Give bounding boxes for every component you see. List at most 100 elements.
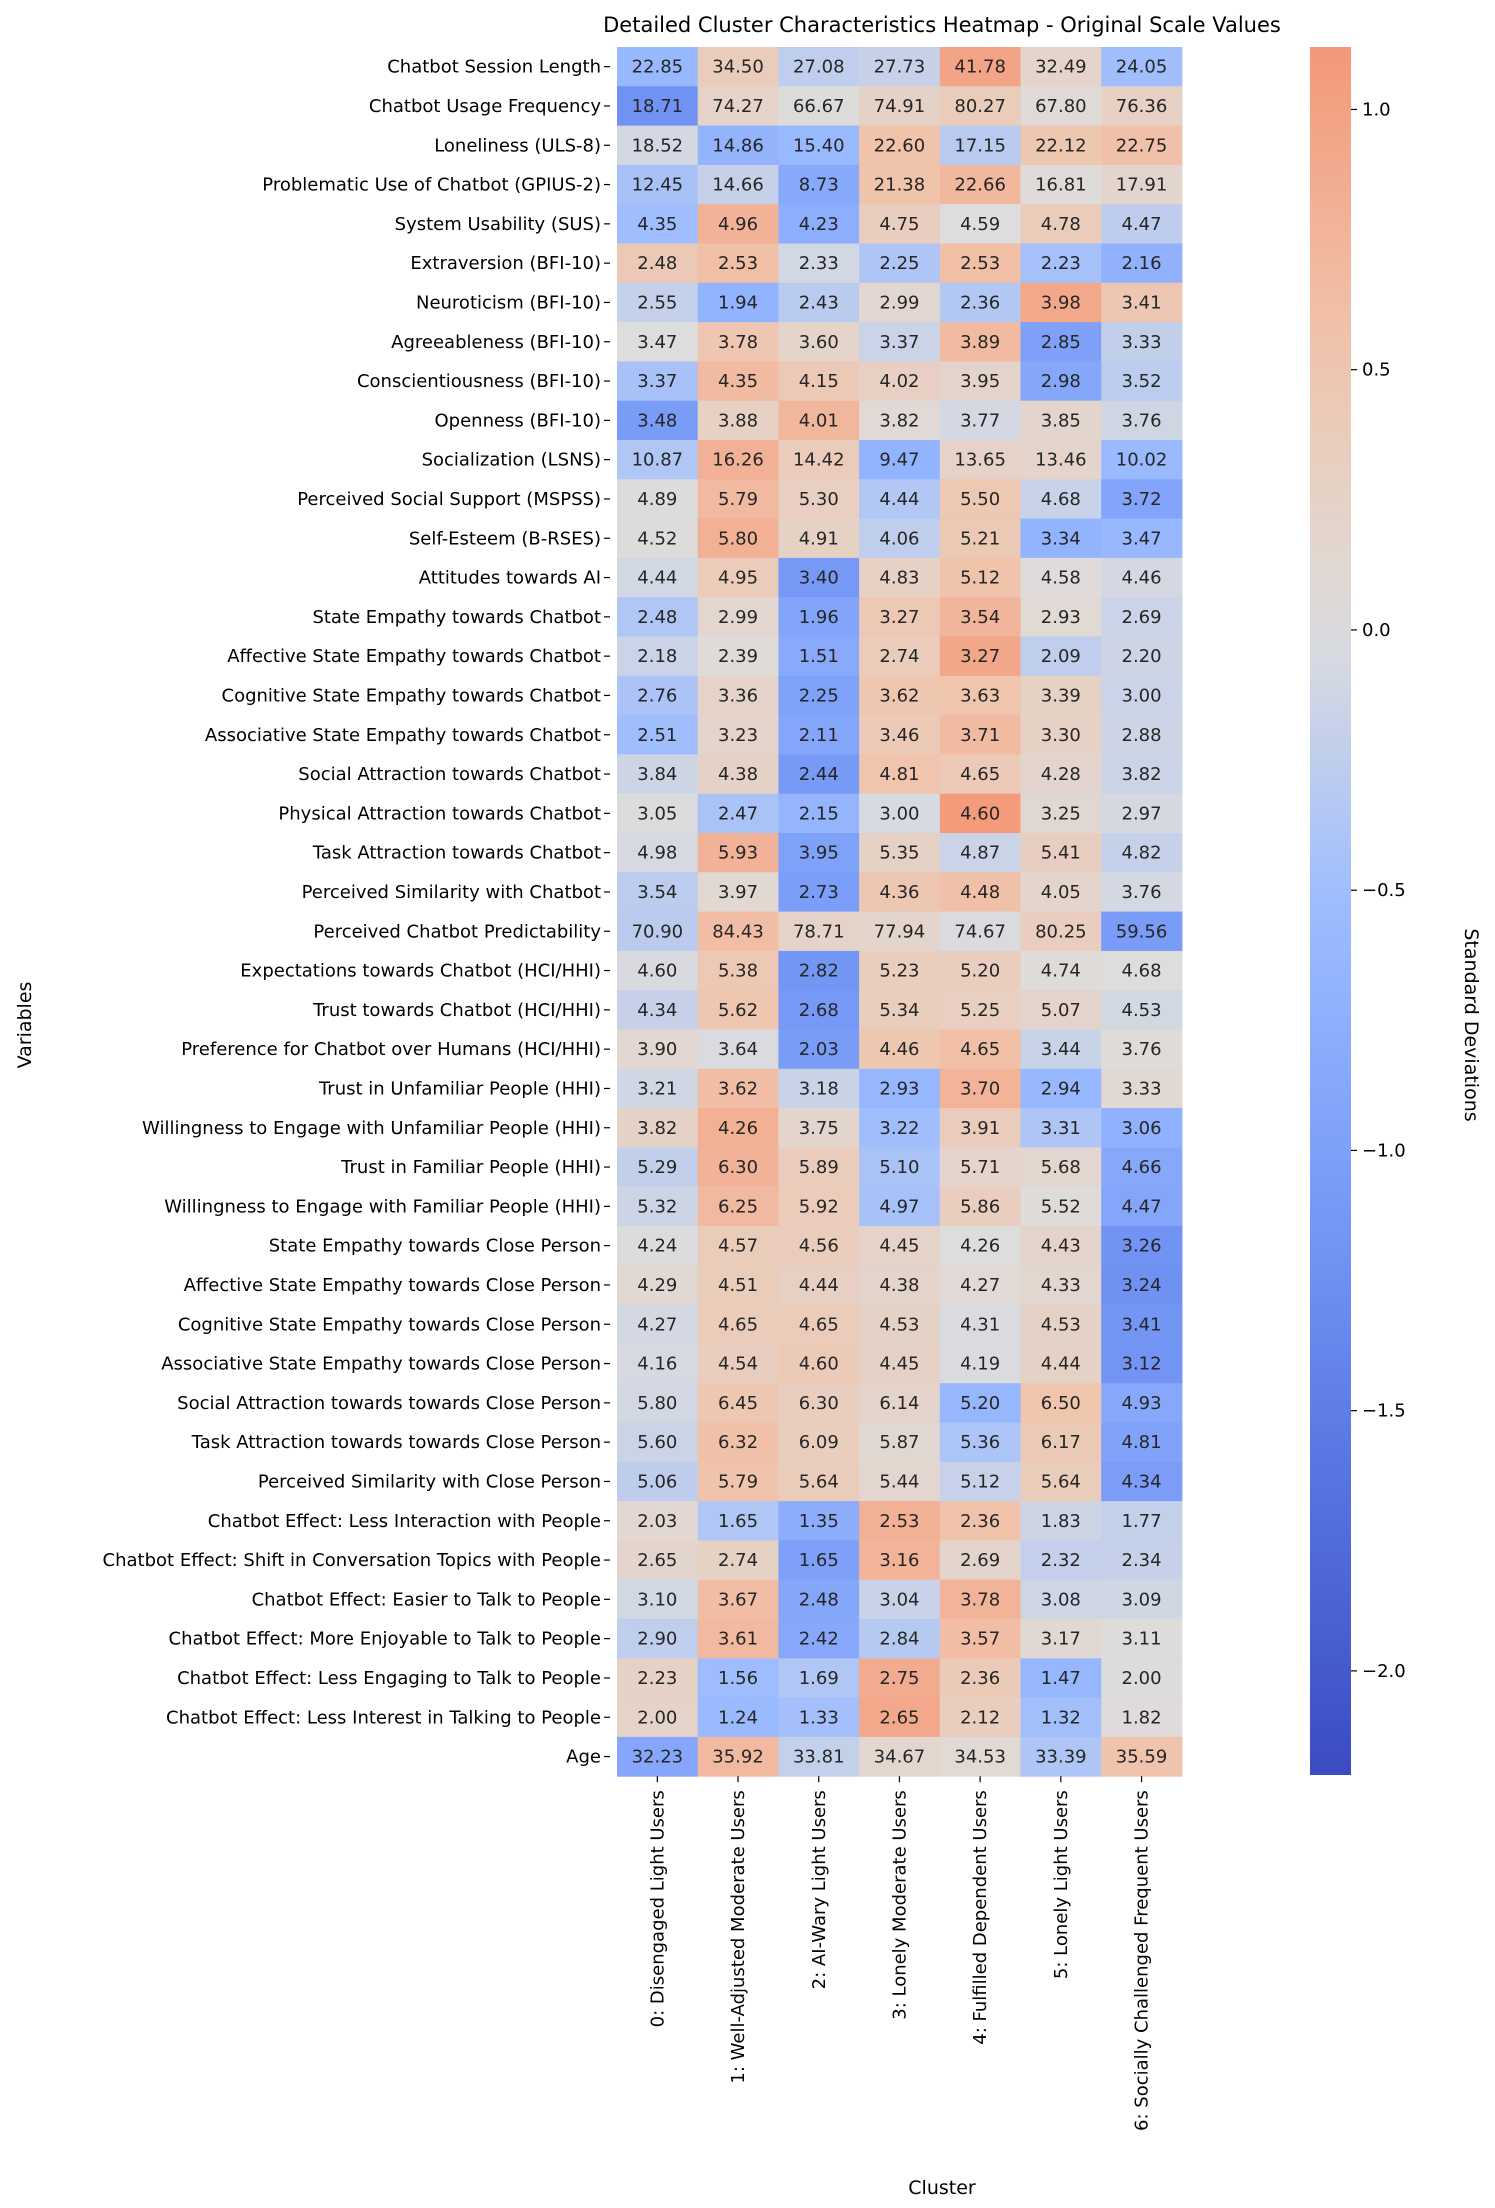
heatmap-cell: [1101, 1147, 1183, 1188]
cell-value-label: 3.78: [718, 332, 758, 353]
cell-value-label: 27.73: [874, 57, 926, 78]
heatmap-cell: [697, 1658, 779, 1699]
heatmap-cell: [778, 282, 860, 323]
heatmap-cell: [859, 125, 941, 166]
colorbar-label: Standard Deviations: [1460, 928, 1482, 1121]
row-label: Perceived Similarity with Chatbot: [302, 882, 601, 903]
heatmap-cell: [859, 1304, 941, 1345]
heatmap-cell: [697, 990, 779, 1030]
heatmap-cell: [1101, 1304, 1183, 1345]
heatmap-cell: [778, 990, 860, 1030]
cell-value-label: 3.76: [1122, 1039, 1162, 1060]
cell-value-label: 5.64: [799, 1471, 839, 1492]
colorbar-tick-label: 0.0: [1362, 620, 1391, 641]
row-label: Attitudes towards AI: [419, 568, 601, 589]
cell-value-label: 5.20: [960, 961, 1000, 982]
heatmap-cell: [1020, 400, 1102, 441]
cell-value-label: 14.86: [712, 135, 764, 156]
heatmap-cell: [778, 872, 860, 913]
row-label: Associative State Empathy towards Close …: [161, 1354, 601, 1375]
cell-value-label: 22.60: [874, 135, 926, 156]
heatmap-cell: [1020, 715, 1102, 755]
cell-value-label: 4.53: [879, 1314, 919, 1335]
cell-value-label: 3.41: [1122, 292, 1162, 313]
cell-value-label: 4.52: [637, 528, 677, 549]
cell-value-label: 4.83: [879, 568, 919, 589]
heatmap-cell: [778, 833, 860, 873]
cell-value-label: 5.06: [637, 1471, 677, 1492]
y-axis-label: Variables: [14, 982, 36, 1069]
heatmap-cell: [697, 1147, 779, 1188]
cell-value-label: 5.23: [879, 961, 919, 982]
heatmap-cell: [617, 1304, 699, 1345]
heatmap-cell: [859, 872, 941, 913]
heatmap-cell: [859, 1619, 941, 1659]
cell-value-label: 4.66: [1122, 1157, 1162, 1178]
cell-value-label: 2.51: [637, 725, 677, 746]
heatmap-cell: [1101, 833, 1183, 873]
heatmap-cell: [697, 1304, 779, 1345]
cell-value-label: 3.21: [637, 1078, 677, 1099]
heatmap-cell: [1101, 125, 1183, 166]
row-label: Cognitive State Empathy towards Close Pe…: [178, 1314, 601, 1335]
cell-value-label: 4.96: [718, 214, 758, 235]
cell-value-label: 4.34: [1122, 1471, 1162, 1492]
cell-value-label: 3.84: [637, 764, 677, 785]
heatmap-cell: [697, 754, 779, 795]
cell-value-label: 4.05: [1041, 882, 1081, 903]
heatmap-cell: [939, 1540, 1021, 1581]
heatmap-cell: [778, 1304, 860, 1345]
heatmap-cell: [939, 990, 1021, 1030]
heatmap-cell: [778, 400, 860, 441]
heatmap-cell: [697, 911, 779, 952]
heatmap-cell: [1020, 597, 1102, 637]
cell-value-label: 4.45: [879, 1236, 919, 1257]
cell-value-label: 3.95: [799, 843, 839, 864]
row-label: Task Attraction towards Chatbot: [312, 843, 601, 864]
heatmap-cell: [1101, 872, 1183, 913]
heatmap-cell: [697, 282, 779, 323]
heatmap-cell: [1101, 47, 1183, 87]
heatmap-cell: [697, 243, 779, 284]
cell-value-label: 3.95: [960, 371, 1000, 392]
heatmap-cell: [617, 47, 699, 87]
cell-value-label: 18.71: [632, 96, 684, 117]
cell-value-label: 3.77: [960, 410, 1000, 431]
heatmap-cell: [939, 1383, 1021, 1423]
heatmap-cell: [778, 675, 860, 716]
heatmap-cell: [697, 557, 779, 598]
cell-value-label: 35.92: [712, 1747, 764, 1768]
cell-value-label: 4.27: [960, 1275, 1000, 1296]
cell-value-label: 2.93: [879, 1078, 919, 1099]
heatmap-cell: [1020, 282, 1102, 323]
row-label: Preference for Chatbot over Humans (HCI/…: [181, 1039, 601, 1060]
heatmap-cell: [1020, 1029, 1102, 1070]
cell-value-label: 5.36: [960, 1432, 1000, 1453]
cell-value-label: 80.27: [954, 96, 1006, 117]
heatmap-cell: [939, 1068, 1021, 1109]
row-label: Self-Esteem (B-RSES): [409, 528, 601, 549]
cell-value-label: 2.00: [637, 1707, 677, 1728]
cell-value-label: 14.42: [793, 450, 845, 471]
cell-value-label: 13.65: [954, 450, 1006, 471]
cell-value-label: 4.34: [637, 1000, 677, 1021]
row-label: Perceived Social Support (MSPSS): [297, 489, 601, 510]
heatmap-cell: [859, 1029, 941, 1070]
heatmap-cell: [778, 1697, 860, 1738]
heatmap-cell: [778, 518, 860, 559]
heatmap-cell: [939, 911, 1021, 952]
cell-value-label: 32.23: [632, 1747, 684, 1768]
heatmap-cell: [1020, 1658, 1102, 1699]
colorbar-gradient: [1310, 47, 1351, 1775]
cell-value-label: 3.60: [799, 332, 839, 353]
heatmap-cell: [859, 950, 941, 991]
cell-value-label: 2.53: [879, 1511, 919, 1532]
heatmap-cell: [939, 872, 1021, 913]
cell-value-label: 5.29: [637, 1157, 677, 1178]
row-label: Task Attraction towards towards Close Pe…: [191, 1432, 601, 1453]
heatmap-cell: [697, 872, 779, 913]
heatmap-cell: [1101, 1108, 1183, 1148]
cell-value-label: 4.91: [799, 528, 839, 549]
cell-value-label: 4.51: [718, 1275, 758, 1296]
cell-value-label: 3.67: [718, 1589, 758, 1610]
